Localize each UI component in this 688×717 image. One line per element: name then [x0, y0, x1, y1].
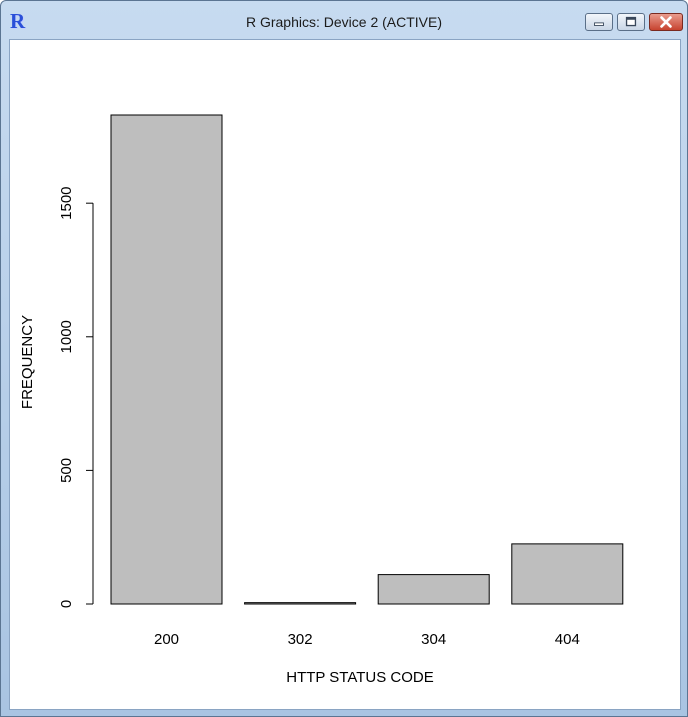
maximize-icon [625, 16, 637, 27]
bar-chart: 0 500 1000 1500 200 302 304 404 HTTP STATUS CO… [19, 114, 624, 686]
close-button[interactable] [649, 13, 683, 31]
x-tick-label-304: 304 [421, 631, 446, 648]
x-tick-label-200: 200 [154, 631, 179, 648]
bar-302 [244, 602, 357, 605]
x-axis-label: HTTP STATUS CODE [286, 669, 434, 686]
minimize-button[interactable] [585, 13, 613, 31]
r-app-icon[interactable]: R [10, 9, 26, 33]
bar-404 [511, 543, 624, 605]
x-tick-labels: 200 302 304 404 [154, 631, 580, 648]
y-tick-label-0: 0 [58, 600, 75, 608]
maximize-button[interactable] [617, 13, 645, 31]
bar-200 [110, 114, 223, 605]
y-axis-label: FREQUENCY [19, 315, 36, 409]
x-tick-label-404: 404 [555, 631, 580, 648]
title-bar[interactable]: R R Graphics: Device 2 (ACTIVE) [1, 1, 687, 39]
window-title: R Graphics: Device 2 (ACTIVE) [245, 14, 443, 30]
y-tick-label-500: 500 [58, 458, 75, 483]
close-icon [660, 16, 672, 28]
y-tick-label-1500: 1500 [58, 186, 75, 219]
bar-304 [377, 574, 490, 605]
minimize-icon [594, 22, 604, 26]
y-tick-label-1000: 1000 [58, 320, 75, 353]
y-axis: 0 500 1000 1500 [58, 186, 94, 608]
graphics-canvas: 0 500 1000 1500 200 302 304 404 HTTP STATUS CO… [9, 39, 681, 710]
x-tick-label-302: 302 [288, 631, 313, 648]
